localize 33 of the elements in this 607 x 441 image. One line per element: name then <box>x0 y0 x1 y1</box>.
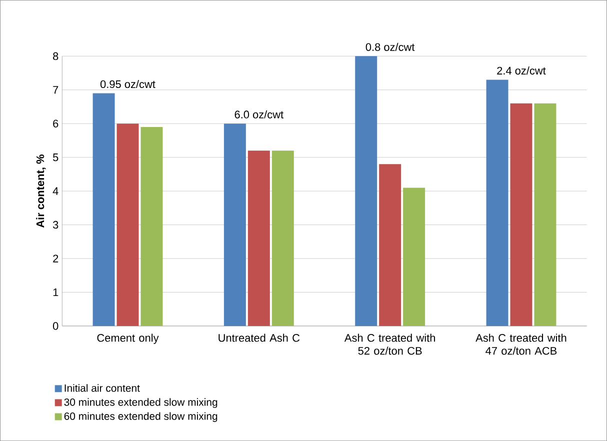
bar <box>92 93 115 326</box>
text: 0.8 oz/cwt <box>366 42 415 51</box>
y-tick-label: 1 <box>53 288 58 296</box>
bar <box>534 103 556 326</box>
y-tick-label: 8 <box>53 52 58 60</box>
bar <box>224 124 246 326</box>
y-tick-label: 5 <box>52 153 58 162</box>
legend-label: 60 minutes extended slow mixing <box>64 412 218 422</box>
annotation: 2.4 oz/cwt <box>497 66 546 75</box>
y-axis-title: Air content, % <box>36 154 46 228</box>
bar <box>248 150 270 326</box>
legend-label: 30 minutes extended slow mixing <box>64 398 218 408</box>
x-tick-label: Untreated Ash C <box>218 334 300 342</box>
y-tick-label: 3 <box>52 220 58 229</box>
x-tick-label: Ash C treated with 52 oz/ton CB <box>344 334 435 355</box>
y-tick-label: 7 <box>53 86 58 94</box>
y-tick-label: 2 <box>53 254 58 262</box>
bar <box>403 188 426 326</box>
x-tick-label: Cement only <box>97 334 159 344</box>
y-tick-label: 6 <box>53 120 58 128</box>
bar <box>272 150 294 326</box>
y-tick-label: 4 <box>52 187 58 195</box>
bar <box>486 80 508 326</box>
annotation: 6.0 oz/cwt <box>234 110 284 118</box>
x-tick-label: Ash C treated with 47 oz/ton ACB <box>476 334 566 355</box>
bar <box>379 164 402 326</box>
legend-label: Initial air content <box>64 384 140 392</box>
bar <box>355 56 378 326</box>
y-tick-label: 0 <box>52 322 58 330</box>
bar <box>116 124 139 326</box>
bar <box>510 103 532 326</box>
annotation: 0.95 oz/cwt <box>100 80 156 88</box>
bar <box>140 126 163 326</box>
